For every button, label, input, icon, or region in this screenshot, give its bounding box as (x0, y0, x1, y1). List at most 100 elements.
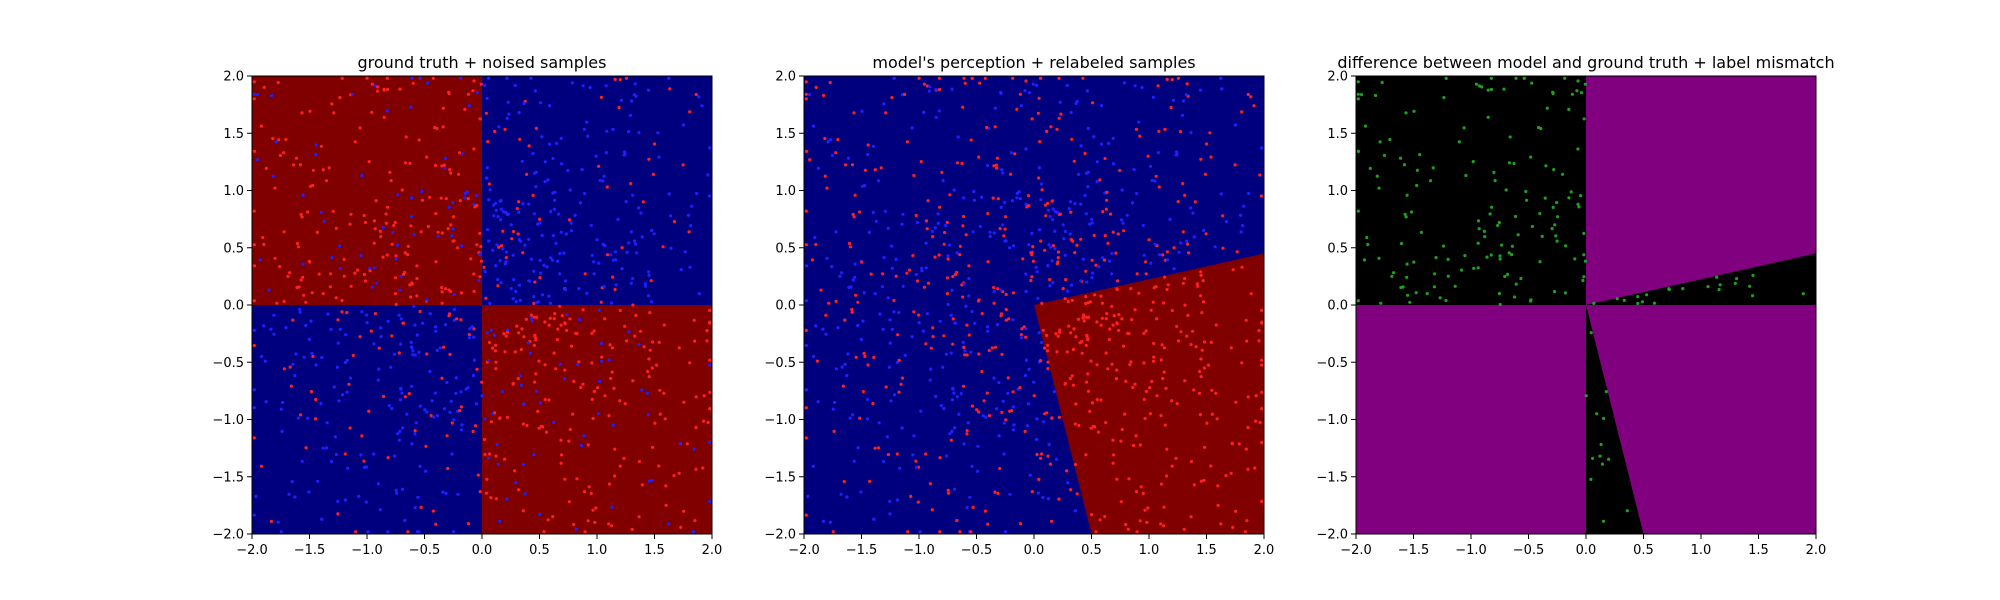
data-point (962, 76, 966, 80)
panel-difference: −2.0 −1.5 −1.0 −0.5 0.0 0.5 1.0 1.5 2.0−2.0−1.5−… (1316, 53, 1834, 558)
data-point (449, 171, 453, 175)
data-point (1040, 301, 1044, 305)
data-point (1244, 447, 1248, 451)
data-point (1036, 296, 1040, 300)
data-point (1019, 336, 1024, 340)
data-point (382, 394, 386, 399)
data-point (402, 321, 406, 325)
data-point (541, 293, 545, 297)
data-point (811, 124, 816, 128)
data-point (957, 412, 961, 416)
data-point (1181, 281, 1185, 285)
data-point (252, 92, 256, 96)
data-point (578, 318, 582, 322)
data-point (313, 417, 318, 421)
y-tick-label: −2.0 (212, 528, 244, 543)
data-point (678, 441, 682, 445)
data-point (1109, 212, 1113, 216)
data-point (1040, 188, 1044, 192)
data-point (851, 413, 855, 417)
data-point (708, 308, 712, 312)
data-point (1015, 107, 1019, 111)
data-point (1086, 336, 1090, 340)
data-point (702, 419, 706, 423)
data-point (280, 429, 284, 433)
data-point (306, 210, 310, 214)
data-point (527, 279, 531, 283)
data-point (470, 325, 474, 329)
data-point (1106, 241, 1110, 245)
data-point (1082, 313, 1086, 317)
data-point (533, 333, 537, 337)
data-point (1260, 146, 1264, 150)
data-point (980, 369, 984, 374)
data-point (1176, 76, 1180, 80)
data-point (929, 367, 933, 371)
data-point (986, 212, 990, 216)
data-point (409, 340, 413, 344)
data-point (609, 301, 614, 305)
data-point (969, 138, 973, 142)
data-point (702, 394, 706, 398)
data-point (1143, 508, 1147, 512)
data-point (897, 311, 901, 315)
data-point (426, 81, 430, 85)
data-point (1425, 292, 1429, 296)
data-point (1497, 292, 1501, 296)
data-point (393, 276, 397, 280)
data-point (653, 142, 657, 146)
data-point (1146, 154, 1150, 158)
data-point (922, 285, 927, 289)
data-point (688, 361, 692, 365)
data-point (1388, 137, 1392, 142)
data-point (1081, 76, 1085, 80)
data-point (252, 299, 256, 303)
data-point (814, 85, 818, 89)
data-point (1482, 229, 1486, 233)
data-point (529, 76, 533, 80)
data-point (1589, 331, 1593, 335)
data-point (260, 354, 264, 359)
data-point (1068, 376, 1072, 381)
data-point (1514, 282, 1518, 286)
data-point (695, 191, 699, 195)
data-point (1034, 265, 1038, 269)
data-point (1051, 244, 1055, 248)
data-point (304, 323, 308, 328)
data-point (914, 213, 918, 218)
data-point (862, 291, 866, 295)
data-point (886, 452, 891, 457)
data-point (475, 243, 479, 247)
data-point (552, 207, 556, 211)
data-point (602, 174, 606, 178)
data-point (976, 444, 980, 448)
data-point (1144, 329, 1148, 333)
data-point (1405, 275, 1409, 279)
data-point (567, 439, 571, 443)
data-point (856, 323, 860, 328)
data-point (428, 369, 432, 374)
data-point (263, 359, 267, 363)
data-point (933, 255, 937, 259)
data-point (882, 102, 886, 106)
data-point (572, 522, 576, 527)
data-point (513, 83, 517, 87)
data-point (598, 379, 602, 383)
data-point (537, 426, 541, 430)
data-point (946, 488, 950, 492)
data-point (677, 471, 681, 475)
data-point (1012, 423, 1016, 427)
data-point (890, 327, 894, 331)
data-point (486, 140, 490, 144)
data-point (951, 317, 955, 321)
data-point (516, 376, 520, 381)
data-point (1493, 179, 1497, 183)
data-point (299, 413, 303, 417)
data-point (1130, 318, 1134, 322)
data-point (425, 298, 429, 302)
data-point (544, 430, 549, 434)
data-point (1446, 274, 1450, 278)
data-point (542, 263, 546, 267)
data-point (1418, 153, 1422, 157)
data-point (853, 275, 857, 279)
